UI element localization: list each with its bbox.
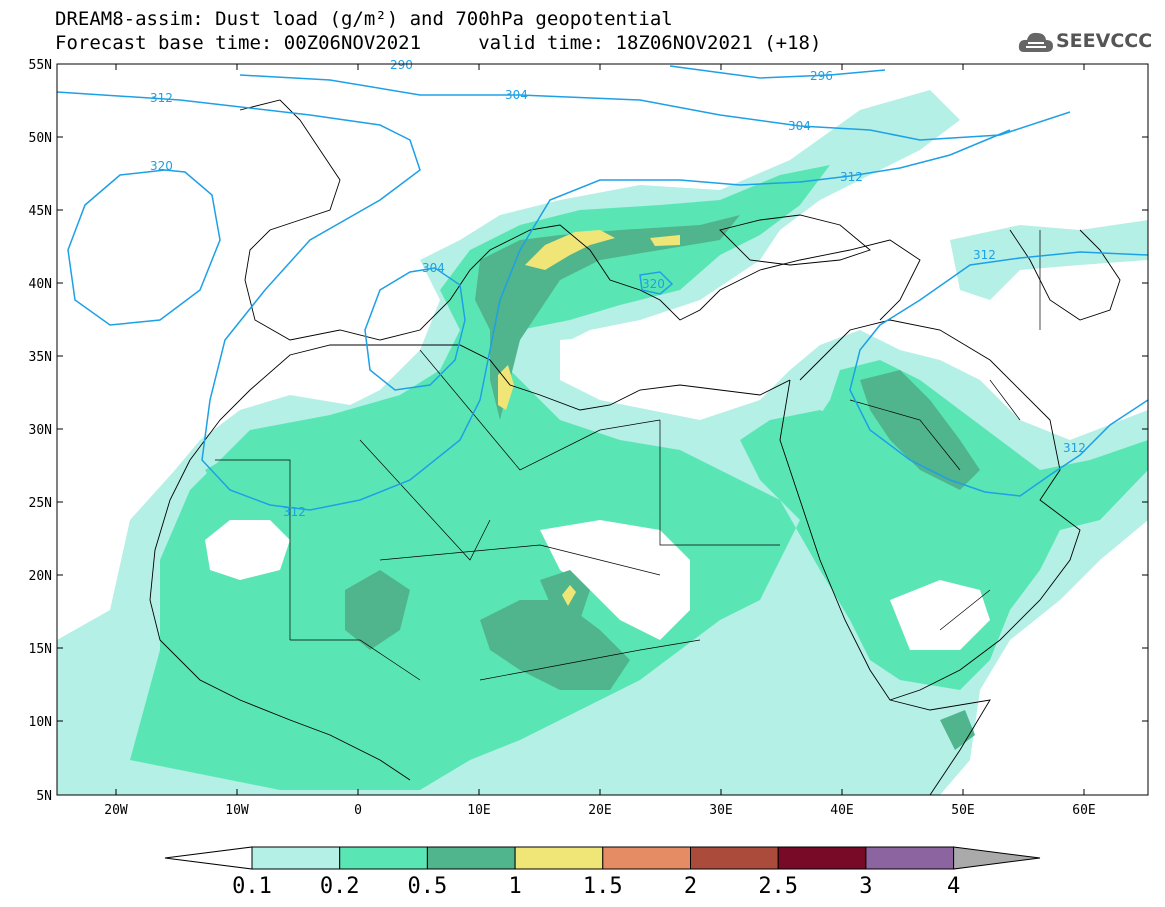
colorbar-max-arrow [953, 846, 1041, 870]
lat-label: 55N [29, 58, 52, 73]
lon-label: 10W [225, 803, 249, 818]
logo-text: SEEVCCC [1056, 30, 1153, 52]
europe-coastline [239, 99, 921, 341]
dust-region-dark [860, 370, 980, 490]
dust-region-dark [345, 570, 410, 650]
contour-label: 312 [840, 170, 863, 184]
contour-label: 304 [422, 261, 445, 275]
contour-label: 312 [973, 248, 996, 262]
colorbar-tick-label: 4 [947, 874, 960, 899]
national-borders [215, 230, 1041, 681]
dust-region-yellow [498, 365, 514, 410]
contour-label: 296 [810, 69, 833, 83]
axis-ticks [57, 63, 1148, 796]
north-africa-coastline [189, 344, 791, 461]
dust-region-yellow [650, 235, 680, 246]
lat-label: 35N [29, 350, 52, 365]
map-subtitle: Forecast base time: 00Z06NOV2021 valid t… [55, 32, 822, 54]
west-africa-coastline [149, 459, 411, 781]
contour-label: 304 [505, 88, 528, 102]
lat-label: 40N [29, 277, 52, 292]
lon-label: 0 [354, 803, 362, 818]
contour-labels: 296 304 304 304 312 312 312 312 312 320 … [150, 58, 1086, 519]
colorbar-min-arrow [164, 846, 253, 870]
colorbar-segment [777, 846, 867, 870]
lat-label: 15N [29, 642, 52, 657]
horn-africa-coastline [889, 699, 991, 795]
contour-line [639, 271, 674, 295]
geopotential-contours [57, 65, 1148, 511]
black-sea-coastline [719, 214, 871, 266]
contour-label: 290 [390, 58, 413, 72]
contour-label: 312 [283, 505, 306, 519]
contour-line [57, 91, 1011, 511]
colorbar-segment [426, 846, 516, 870]
lon-label: 60E [1072, 803, 1095, 818]
red-sea-coastline [779, 379, 891, 701]
colorbar-tick-label: 1.5 [583, 874, 623, 899]
dust-field [57, 90, 1148, 795]
colorbar-tick-label: 1 [508, 874, 521, 899]
colorbar-segment [602, 846, 691, 870]
lat-label: 25N [29, 496, 52, 511]
colorbar-tick-label: 3 [859, 874, 872, 899]
contour-line [849, 251, 1148, 497]
lat-label: 30N [29, 423, 52, 438]
contour-label: 312 [1063, 441, 1086, 455]
dust-region-dark [480, 600, 630, 690]
cloud-icon [1018, 32, 1053, 52]
latitude-labels: 55N 50N 45N 40N 35N 30N 25N 20N 15N 10N … [29, 58, 52, 804]
lat-label: 5N [36, 789, 52, 804]
contour-line [364, 267, 466, 391]
colorbar-tick-label: 0.5 [408, 874, 448, 899]
coastlines [149, 99, 1121, 795]
lon-label: 20E [588, 803, 611, 818]
lon-label: 20W [104, 803, 128, 818]
colorbar-tick-label: 2 [684, 874, 697, 899]
contour-line [67, 169, 221, 326]
contour-label: 312 [150, 91, 173, 105]
longitude-labels: 20W 10W 0 10E 20E 30E 40E 50E 60E [104, 803, 1095, 818]
colorbar-tick-label: 0.2 [320, 874, 360, 899]
contour-line [669, 65, 886, 79]
lon-label: 10E [467, 803, 490, 818]
colorbar-segment [514, 846, 604, 870]
map-title: DREAM8-assim: Dust load (g/m²) and 700hP… [55, 8, 673, 30]
caspian-coastline [1009, 229, 1121, 321]
dust-region-yellow [562, 585, 576, 606]
lat-label: 20N [29, 569, 52, 584]
colorbar-segment [339, 846, 428, 870]
colorbar-segment [690, 846, 779, 870]
dust-free-area [540, 520, 690, 640]
lon-label: 40E [830, 803, 853, 818]
contour-label: 320 [150, 159, 173, 173]
dust-region-light [950, 220, 1148, 300]
contour-label: 304 [788, 119, 811, 133]
dust-free-area [890, 580, 990, 650]
colorbar-segment [865, 846, 955, 870]
lat-label: 10N [29, 715, 52, 730]
lon-label: 30E [709, 803, 732, 818]
dust-free-area [560, 335, 760, 410]
colorbar [164, 846, 1041, 870]
dust-region-yellow [525, 230, 615, 270]
lon-label: 50E [951, 803, 974, 818]
colorbar-tick-label: 0.1 [232, 874, 272, 899]
arabia-coastline [799, 319, 1081, 701]
lat-label: 50N [29, 131, 52, 146]
contour-label: 320 [642, 277, 665, 291]
seevccc-logo: SEEVCCC [1018, 28, 1153, 58]
contour-line [239, 74, 1071, 141]
colorbar-segment [251, 846, 341, 870]
lat-label: 45N [29, 204, 52, 219]
colorbar-labels: 0.1 0.2 0.5 1 1.5 2 2.5 3 4 [232, 874, 960, 899]
dust-free-area [205, 520, 290, 580]
colorbar-tick-label: 2.5 [758, 874, 798, 899]
